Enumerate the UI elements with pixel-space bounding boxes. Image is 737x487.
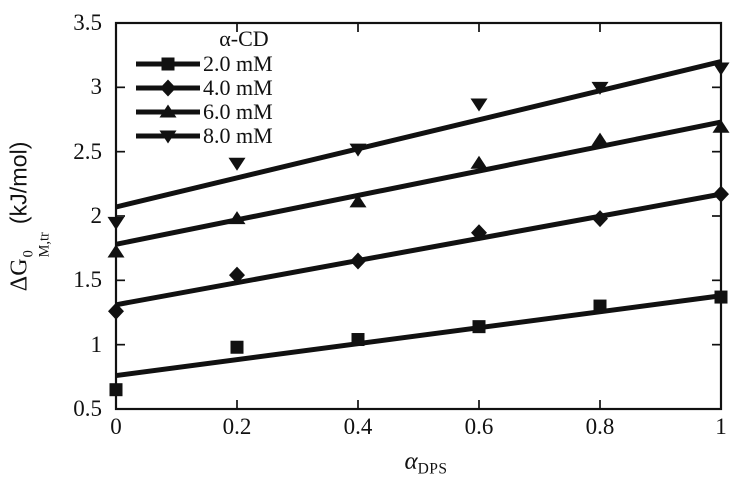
square-marker: [230, 340, 244, 354]
triangle-down-marker: [470, 98, 488, 112]
fit-line: [115, 293, 722, 379]
y-axis-title-superscript: 0: [21, 249, 38, 258]
triangle-down-marker: [228, 157, 246, 171]
x-axis-title-symbol: α: [404, 448, 418, 475]
legend-entry: 8.0 mM: [136, 124, 290, 148]
triangle-down-marker: [712, 62, 730, 76]
x-tick-label: 0.8: [585, 414, 615, 439]
square-marker: [472, 320, 486, 334]
triangle-up-marker: [228, 211, 246, 225]
y-tick-label: 3.5: [73, 10, 102, 35]
triangle-up-marker: [349, 194, 367, 208]
legend-square-icon: [136, 57, 200, 71]
triangle-up-marker: [591, 132, 609, 146]
legend-triangle-up-icon: [136, 104, 200, 118]
legend-label: 8.0 mM: [203, 123, 273, 148]
y-axis-title-subscript: M,tr: [36, 231, 53, 258]
square-marker: [593, 299, 607, 313]
triangle-up-marker: [470, 155, 488, 169]
diamond-marker: [713, 185, 729, 203]
triangle-down-marker: [349, 143, 367, 157]
triangle-up-marker: [159, 104, 177, 118]
x-axis-title: αDPS: [366, 448, 486, 479]
x-axis-title-subscript: DPS: [417, 460, 448, 478]
square-marker: [161, 57, 175, 71]
square-marker: [351, 333, 365, 347]
y-tick-label: 2: [90, 203, 103, 228]
legend-entry: 4.0 mM: [136, 76, 290, 100]
diamond-marker: [350, 252, 366, 270]
x-tick-label: 0: [110, 414, 122, 439]
triangle-up-marker: [107, 244, 125, 258]
triangle-down-marker: [591, 81, 609, 95]
diamond-marker: [471, 224, 487, 242]
diamond-marker: [229, 266, 245, 284]
triangle-down-marker: [107, 216, 125, 230]
legend-label: 4.0 mM: [203, 75, 273, 100]
diamond-marker: [108, 302, 124, 320]
y-tick-label: 2.5: [73, 138, 102, 164]
legend-entry: 6.0 mM: [136, 100, 290, 124]
legend: α-CD 2.0 mM 4.0 mM 6.0 mM 8.0 mM: [136, 28, 290, 148]
legend-entries: 2.0 mM 4.0 mM 6.0 mM 8.0 mM: [136, 52, 290, 148]
legend-entry: 2.0 mM: [136, 52, 290, 76]
legend-diamond-icon: [136, 79, 200, 97]
y-tick-label: 3: [90, 74, 103, 100]
y-tick-label: 1: [90, 331, 103, 357]
y-tick-label: 1.5: [73, 267, 102, 293]
square-marker: [714, 290, 728, 304]
plot-svg: [107, 21, 730, 411]
diamond-marker: [160, 79, 176, 97]
x-tick-label: 0.6: [464, 414, 494, 439]
legend-label: 2.0 mM: [203, 51, 273, 76]
x-tick-label: 1: [715, 414, 727, 439]
x-tick-label: 0.4: [343, 414, 373, 439]
fit-line: [115, 191, 722, 308]
square-marker: [109, 383, 123, 397]
fit-line: [115, 119, 722, 247]
legend-label: 6.0 mM: [203, 99, 273, 124]
triangle-down-marker: [159, 130, 177, 144]
plot-area: α-CD 2.0 mM 4.0 mM 6.0 mM 8.0 mM: [107, 21, 730, 411]
x-tick-label: 0.2: [222, 414, 252, 439]
diamond-marker: [592, 210, 608, 228]
fit-line: [115, 59, 722, 210]
triangle-up-marker: [712, 119, 730, 133]
legend-title: α-CD: [219, 26, 269, 51]
legend-triangle-down-icon: [136, 130, 200, 144]
y-tick-label: 0.5: [73, 396, 102, 421]
